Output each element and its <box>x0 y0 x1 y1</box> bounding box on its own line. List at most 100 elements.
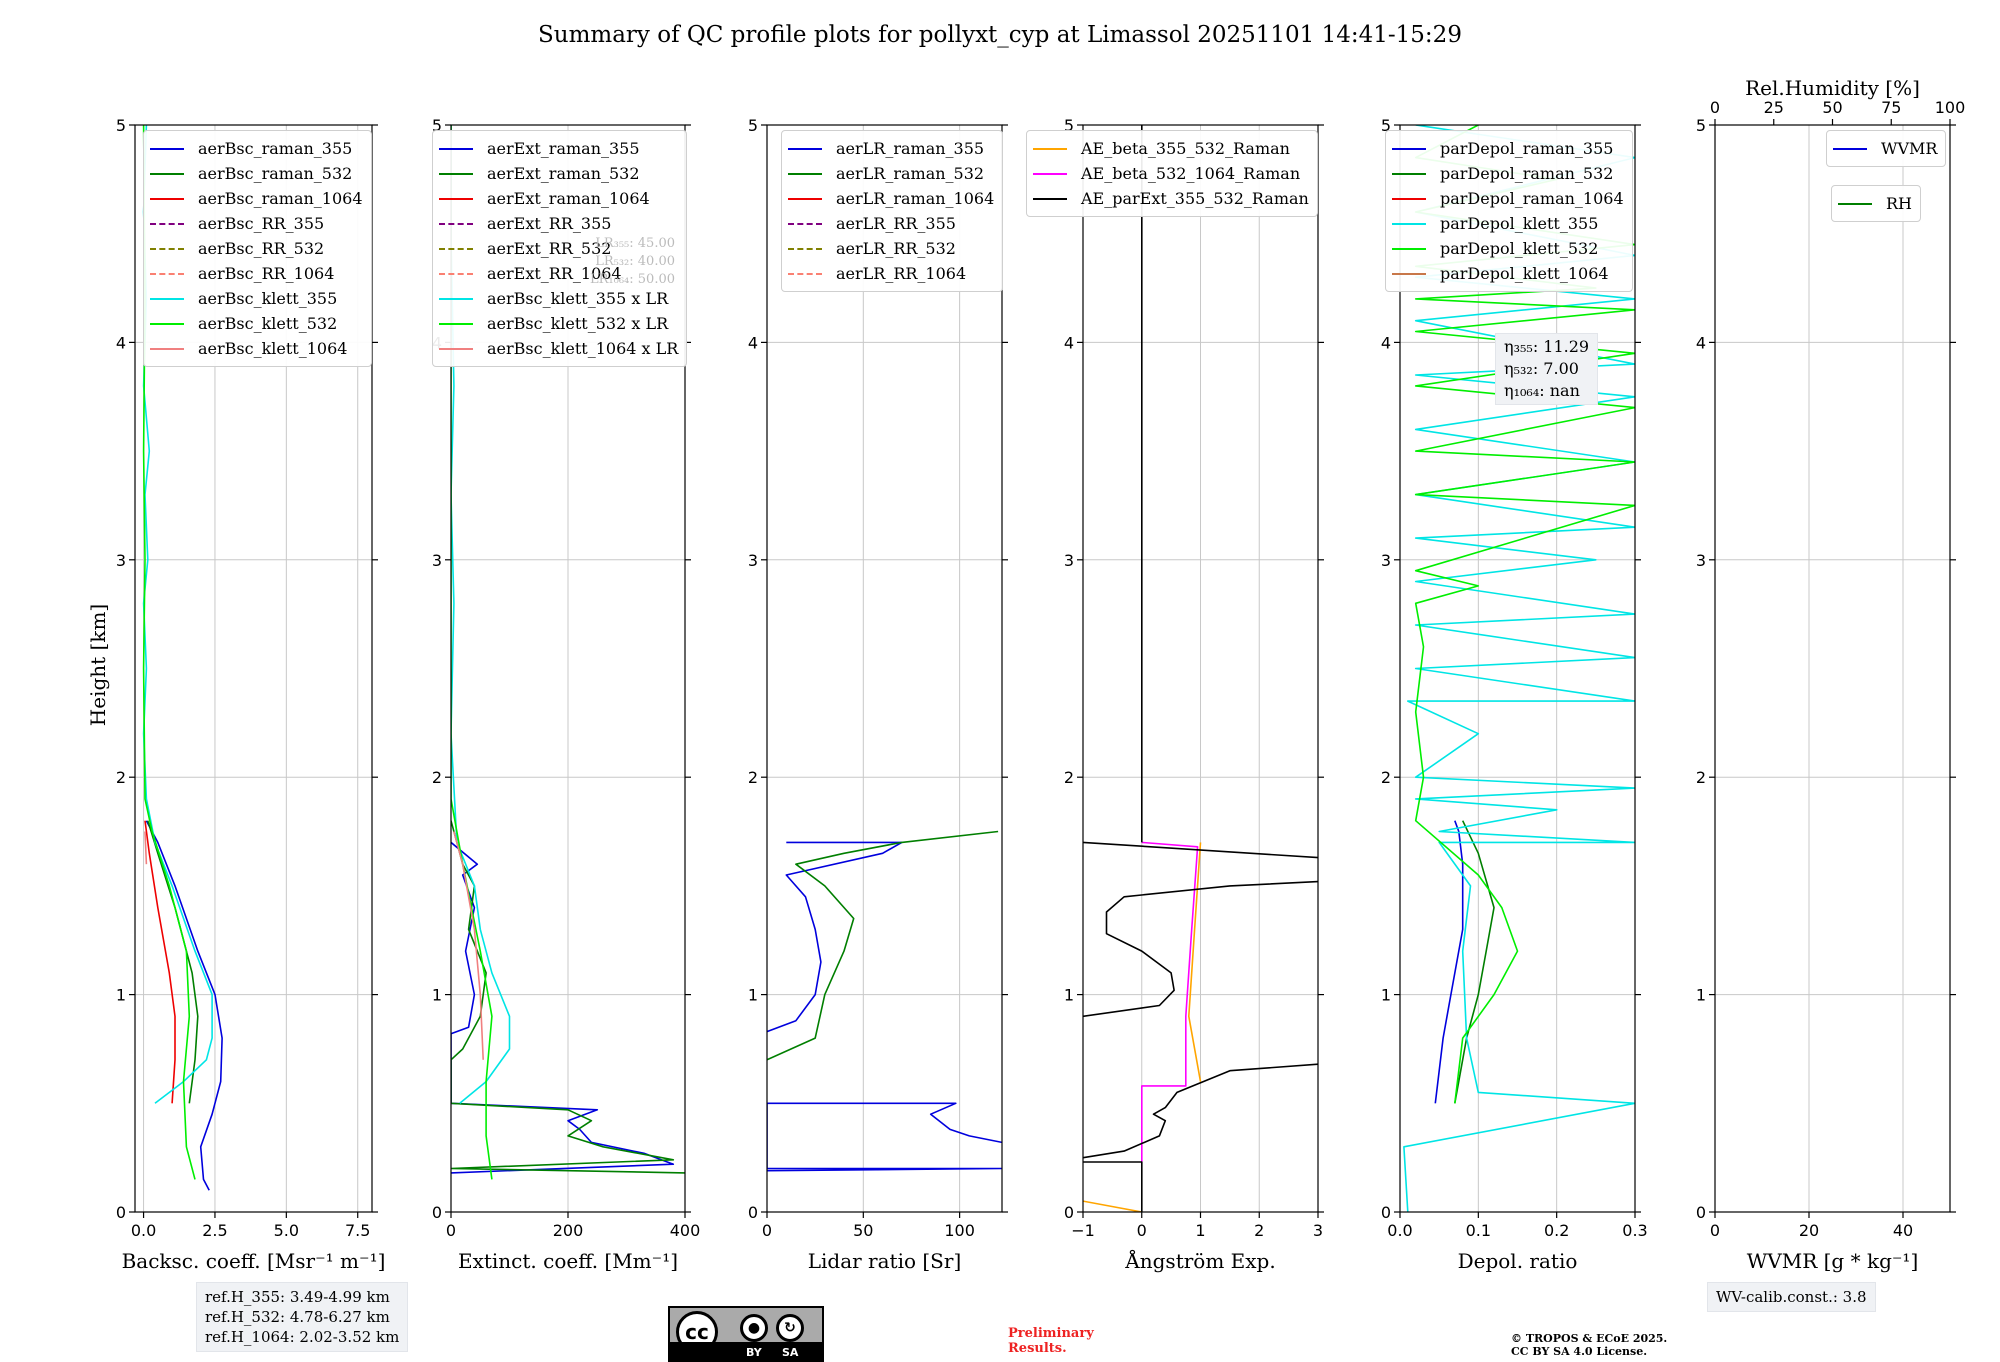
legend-label: aerExt_RR_1064 <box>487 264 622 283</box>
legend-label: aerBsc_raman_1064 <box>198 189 363 208</box>
legend-depol: parDepol_raman_355 parDepol_raman_532 parD… <box>1385 130 1633 292</box>
legend-label: AE_parExt_355_532_Raman <box>1081 189 1309 208</box>
y-tick-label: 4 <box>116 333 126 352</box>
legend-entry: aerExt_raman_355 <box>439 136 678 161</box>
eta-box: η₃₅₅: 11.29 η₅₃₂: 7.00 η₁₀₆₄: nan <box>1495 333 1599 405</box>
panel-lr <box>761 124 1008 1218</box>
ref-h-355: ref.H_355: 3.49-4.99 km <box>205 1288 390 1306</box>
y-tick-label: 2 <box>1696 768 1706 787</box>
legend-swatch <box>150 272 184 275</box>
legend-swatch <box>1392 197 1426 200</box>
legend-entry: aerBsc_RR_1064 <box>150 261 363 286</box>
legend-swatch <box>1392 272 1426 275</box>
legend-swatch <box>788 197 822 200</box>
legend-entry: aerExt_RR_1064 <box>439 261 678 286</box>
legend-entry: aerLR_RR_532 <box>788 236 994 261</box>
legend-angstrom: AE_beta_355_532_Raman AE_beta_532_1064_Ra… <box>1026 130 1318 217</box>
legend-swatch <box>1033 147 1067 150</box>
legend-entry: aerBsc_klett_1064 <box>150 336 363 361</box>
axes-frame-lr <box>766 124 1003 1213</box>
preliminary-line-2: Results. <box>1008 1341 1067 1356</box>
y-tick-label: 5 <box>748 116 758 135</box>
legend-swatch <box>1392 172 1426 175</box>
legend-entry: aerLR_RR_1064 <box>788 261 994 286</box>
legend-swatch <box>150 222 184 225</box>
legend-entry: aerLR_RR_355 <box>788 211 994 236</box>
legend-label: aerBsc_RR_355 <box>198 214 325 233</box>
lr-355: LR₃₅₅: 45.00 <box>595 236 675 251</box>
top-x-tick-label: 25 <box>1764 98 1784 117</box>
preliminary-note: Preliminary Results. <box>1008 1326 1094 1356</box>
legend-label: parDepol_raman_1064 <box>1440 189 1624 208</box>
legend-entry: parDepol_klett_532 <box>1392 236 1624 261</box>
top-x-tick-label: 0 <box>1710 98 1720 117</box>
legend-entry: aerLR_raman_355 <box>788 136 994 161</box>
axes-frame-depol <box>1399 124 1636 1213</box>
y-tick-label: 3 <box>1696 551 1706 570</box>
top-x-tick-label: 50 <box>1822 98 1842 117</box>
reference-height-box: ref.H_355: 3.49-4.99 km ref.H_532: 4.78-… <box>196 1282 409 1352</box>
y-tick-label: 1 <box>116 986 126 1005</box>
y-tick-label: 3 <box>1064 551 1074 570</box>
legend-label: aerBsc_klett_1064 <box>198 339 348 358</box>
x-tick-label: 0 <box>762 1221 772 1240</box>
x-axis-label-depol: Depol. ratio <box>1458 1249 1578 1273</box>
legend-label: aerBsc_klett_532 x LR <box>487 314 669 333</box>
axes-frame-bsc <box>134 124 373 1213</box>
cc-by-sa-badge: cc ● ↻ BY SA <box>668 1306 824 1362</box>
x-tick-label: 0.2 <box>1544 1221 1569 1240</box>
legend-swatch <box>439 297 473 300</box>
y-axis-label: Height [km] <box>86 603 110 727</box>
legend-label: aerExt_raman_355 <box>487 139 640 158</box>
legend-swatch <box>1392 247 1426 250</box>
legend-entry: parDepol_klett_355 <box>1392 211 1624 236</box>
y-tick-label: 5 <box>1064 116 1074 135</box>
lr-532: LR₅₃₂: 40.00 <box>595 254 675 269</box>
legend-swatch <box>788 222 822 225</box>
legend-label: aerBsc_RR_1064 <box>198 264 335 283</box>
legend-swatch <box>150 347 184 350</box>
series-AE_parExt_355_532_Raman_d <box>1083 1161 1143 1212</box>
legend-wvmr: WVMR <box>1826 130 1947 167</box>
panel-bsc <box>129 124 378 1218</box>
y-tick-label: 3 <box>432 551 442 570</box>
legend-label: aerLR_RR_532 <box>836 239 956 258</box>
legend-swatch <box>150 322 184 325</box>
y-tick-label: 2 <box>432 768 442 787</box>
legend-label: aerBsc_raman_355 <box>198 139 353 158</box>
legend-swatch <box>439 322 473 325</box>
y-tick-label: 1 <box>748 986 758 1005</box>
series-aerBsc_klett_532 <box>142 125 196 1180</box>
y-tick-label: 4 <box>1064 333 1074 352</box>
legend-swatch <box>150 147 184 150</box>
legend-swatch <box>439 272 473 275</box>
series-aerBsc_klett_1064 x LR <box>453 831 484 1060</box>
wv-calibration-box: WV-calib.const.: 3.8 <box>1707 1282 1876 1312</box>
legend-swatch <box>150 197 184 200</box>
legend-entry: aerBsc_klett_1064 x LR <box>439 336 678 361</box>
legend-entry: aerExt_raman_532 <box>439 161 678 186</box>
legend-entry: AE_beta_532_1064_Raman <box>1033 161 1309 186</box>
y-tick-label: 0 <box>748 1203 758 1222</box>
legend-swatch <box>150 172 184 175</box>
legend-entry: AE_parExt_355_532_Raman <box>1033 186 1309 211</box>
x-tick-label: 0 <box>1137 1221 1147 1240</box>
legend-entry: aerBsc_klett_355 <box>150 286 363 311</box>
legend-entry: aerLR_raman_532 <box>788 161 994 186</box>
x-tick-label: 20 <box>1799 1221 1819 1240</box>
legend-swatch <box>1392 147 1426 150</box>
legend-entry: parDepol_klett_1064 <box>1392 261 1624 286</box>
legend-label: aerExt_raman_532 <box>487 164 640 183</box>
x-tick-label: 1 <box>1195 1221 1205 1240</box>
eta-532: η₅₃₂: 7.00 <box>1504 359 1579 378</box>
legend-label: aerLR_RR_355 <box>836 214 956 233</box>
y-tick-label: 1 <box>1381 986 1391 1005</box>
series-AE_parExt_355_532_Raman_b <box>1083 880 1318 1018</box>
legend-label: aerLR_raman_355 <box>836 139 985 158</box>
legend-label: aerLR_raman_1064 <box>836 189 995 208</box>
legend-label: aerBsc_klett_532 <box>198 314 338 333</box>
series-aerBsc_klett_1064 <box>144 831 148 865</box>
legend-label: AE_beta_532_1064_Raman <box>1081 164 1301 183</box>
legend-swatch <box>1033 172 1067 175</box>
x-axis-label-ext: Extinct. coeff. [Mm⁻¹] <box>458 1249 678 1273</box>
